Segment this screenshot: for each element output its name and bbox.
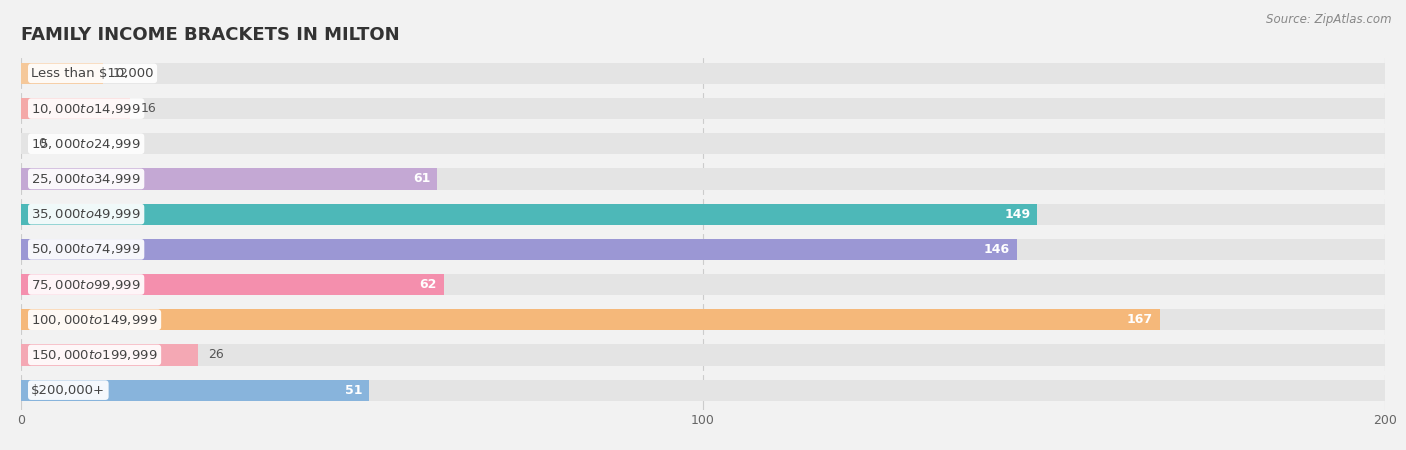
Text: 51: 51 [344, 384, 363, 396]
Bar [21, 98, 131, 119]
Bar [21, 98, 1385, 119]
Bar [21, 203, 1038, 225]
Text: 26: 26 [208, 348, 225, 361]
Bar [21, 309, 1160, 330]
Bar [21, 168, 437, 189]
Bar [21, 63, 103, 84]
Bar [21, 380, 1385, 400]
Text: 62: 62 [419, 278, 437, 291]
Bar [21, 168, 1385, 189]
Bar [21, 309, 1385, 330]
Bar [21, 344, 198, 365]
Bar [21, 239, 1017, 260]
Bar [21, 344, 1385, 365]
Text: $10,000 to $14,999: $10,000 to $14,999 [31, 102, 141, 116]
Text: 146: 146 [984, 243, 1010, 256]
Text: 0: 0 [38, 137, 46, 150]
Text: $150,000 to $199,999: $150,000 to $199,999 [31, 348, 157, 362]
Text: $15,000 to $24,999: $15,000 to $24,999 [31, 137, 141, 151]
Bar [21, 203, 1385, 225]
Text: $25,000 to $34,999: $25,000 to $34,999 [31, 172, 141, 186]
Bar [21, 274, 1385, 295]
Text: 149: 149 [1004, 207, 1031, 220]
Bar [21, 133, 1385, 154]
Text: Less than $10,000: Less than $10,000 [31, 67, 153, 80]
Text: 167: 167 [1128, 313, 1153, 326]
Text: $50,000 to $74,999: $50,000 to $74,999 [31, 243, 141, 256]
Bar [21, 380, 368, 400]
Bar [21, 63, 1385, 84]
Text: 61: 61 [413, 172, 430, 185]
Text: FAMILY INCOME BRACKETS IN MILTON: FAMILY INCOME BRACKETS IN MILTON [21, 26, 399, 44]
Text: $75,000 to $99,999: $75,000 to $99,999 [31, 278, 141, 292]
Text: $200,000+: $200,000+ [31, 384, 105, 396]
Text: $35,000 to $49,999: $35,000 to $49,999 [31, 207, 141, 221]
Text: Source: ZipAtlas.com: Source: ZipAtlas.com [1267, 14, 1392, 27]
Text: $100,000 to $149,999: $100,000 to $149,999 [31, 313, 157, 327]
Text: 12: 12 [112, 67, 129, 80]
Bar [21, 239, 1385, 260]
Bar [21, 274, 444, 295]
Text: 16: 16 [141, 102, 156, 115]
